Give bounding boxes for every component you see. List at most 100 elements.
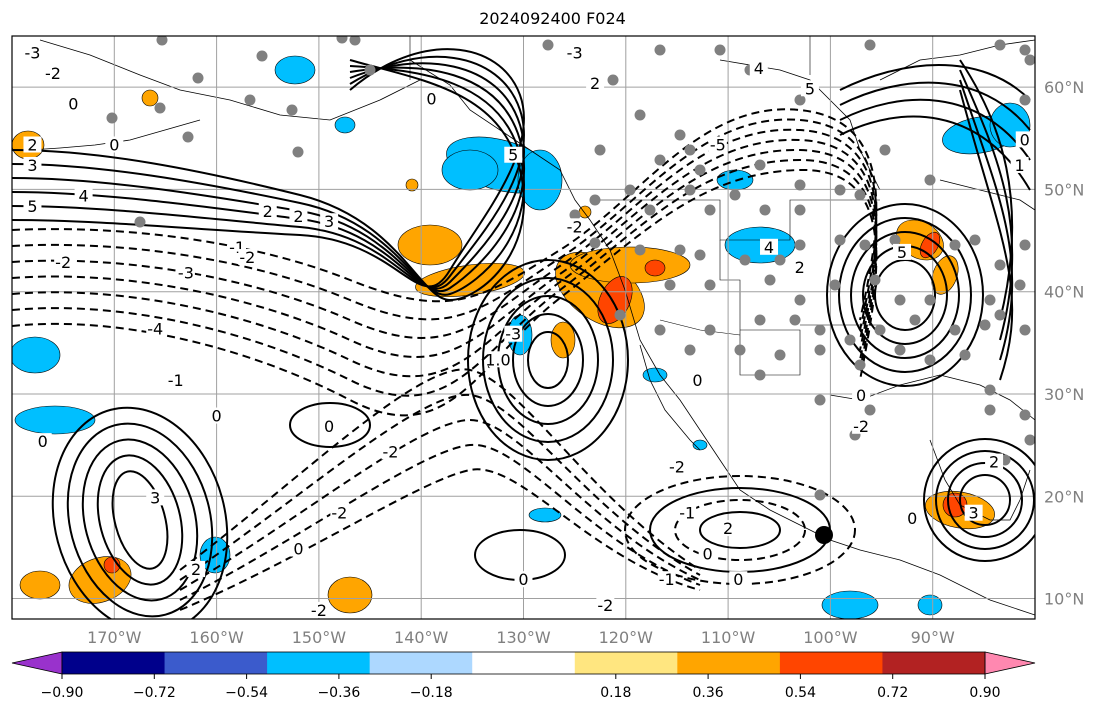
station-dot (729, 189, 741, 201)
colorbar (11, 651, 1036, 675)
contour-positive (96, 454, 184, 586)
shaded-region (716, 169, 754, 191)
station-dot (569, 209, 581, 221)
station-dot (764, 274, 776, 286)
station-dot (924, 354, 936, 366)
contour-label: 0 (293, 540, 303, 559)
colorbar-segment (779, 652, 883, 674)
contour-label-bg (760, 238, 779, 255)
lat-tick-label: 40°N (1044, 283, 1084, 302)
shaded-region (397, 224, 463, 266)
contour-positive (699, 511, 781, 549)
longitude-tick-labels: 170°W 160°W 150°W 140°W 130°W 120°W 110°W 100°W… (87, 628, 955, 647)
station-dot (814, 344, 826, 356)
contour-label: -2 (597, 596, 613, 615)
contour-label: -2 (45, 64, 61, 83)
station-dot (754, 314, 766, 326)
station-dot (759, 204, 771, 216)
contour-positive (826, 203, 984, 387)
station-dot (739, 254, 751, 266)
colorbar-segment (574, 652, 678, 674)
colorbar-tick-label: −0.90 (41, 685, 84, 701)
contour-positive (12, 48, 525, 288)
contour-label-bg (565, 218, 584, 235)
contour-label: -2 (331, 504, 347, 523)
contour-label: -2 (669, 458, 685, 477)
contour-positive (66, 422, 214, 618)
shaded-region (141, 89, 159, 107)
colorbar-extend-high (984, 651, 1036, 675)
shaded-region (528, 507, 562, 523)
station-dot (589, 194, 601, 206)
station-dot (624, 184, 636, 196)
colorbar-tick-label: −0.54 (225, 685, 268, 701)
station-dot (1019, 94, 1031, 106)
station-dot (714, 44, 726, 56)
contour-label-bg (678, 504, 697, 521)
contour-label-bg (309, 601, 328, 618)
contour-negative (12, 148, 878, 378)
contour-label: -2 (311, 601, 327, 620)
station-dot (774, 349, 786, 361)
station-dot (634, 244, 646, 256)
colorbar-tick-label: 0.54 (785, 685, 816, 701)
station-dot (814, 324, 826, 336)
contour-label: 0 (38, 432, 48, 451)
lat-tick-label: 50°N (1044, 180, 1084, 199)
station-dot (654, 324, 666, 336)
contour-label-bg (852, 417, 871, 434)
station-dot (869, 274, 881, 286)
contour-label-bg (729, 571, 748, 588)
contour-positive (482, 277, 614, 443)
station-dot (634, 109, 646, 121)
contour-label-bg (74, 187, 93, 204)
contour-label: -1 (168, 371, 184, 390)
contour-negative (179, 468, 701, 611)
contour-label-bg (105, 136, 124, 153)
station-dot (834, 234, 846, 246)
contour-positive (839, 81, 1031, 131)
contour-label: 5 (27, 197, 37, 216)
contour-positive (649, 487, 831, 573)
station-dot (674, 129, 686, 141)
station-dot (704, 324, 716, 336)
station-dot (704, 204, 716, 216)
station-dot (684, 144, 696, 156)
contour-label-bg (381, 443, 400, 460)
contour-positive (527, 331, 569, 389)
station-dot (874, 324, 886, 336)
station-dot (924, 174, 936, 186)
station-dot (864, 39, 876, 51)
station-dot (704, 279, 716, 291)
station-dot (949, 239, 961, 251)
coastline (929, 439, 1031, 521)
contour-label: 0 (733, 570, 743, 589)
colorbar-segment (369, 652, 473, 674)
contour-label: 0 (907, 509, 917, 528)
contour-label-bg (33, 433, 52, 450)
contour-label-bg (330, 504, 349, 521)
station-dot (889, 234, 901, 246)
station-dot (292, 146, 304, 158)
lon-tick-label: 160°W (189, 628, 244, 647)
contour-label: 0 (692, 371, 702, 390)
colorbar-segment (472, 652, 576, 674)
contour-label-bg (514, 571, 533, 588)
lon-tick-label: 100°W (803, 628, 858, 647)
station-dot (1024, 54, 1035, 66)
station-dot (607, 74, 619, 86)
contour-negative (12, 118, 878, 331)
station-dot (1024, 434, 1035, 446)
lat-tick-label: 60°N (1044, 78, 1084, 97)
contour-positive (850, 231, 960, 359)
contour-label-bg (146, 320, 165, 337)
contour-positive (12, 65, 525, 296)
contour-label: 3 (27, 156, 37, 175)
station-dot (644, 204, 656, 216)
shaded-region (917, 594, 943, 616)
station-dot (156, 36, 168, 46)
contour-label-bg (43, 64, 62, 81)
station-dot (969, 234, 981, 246)
